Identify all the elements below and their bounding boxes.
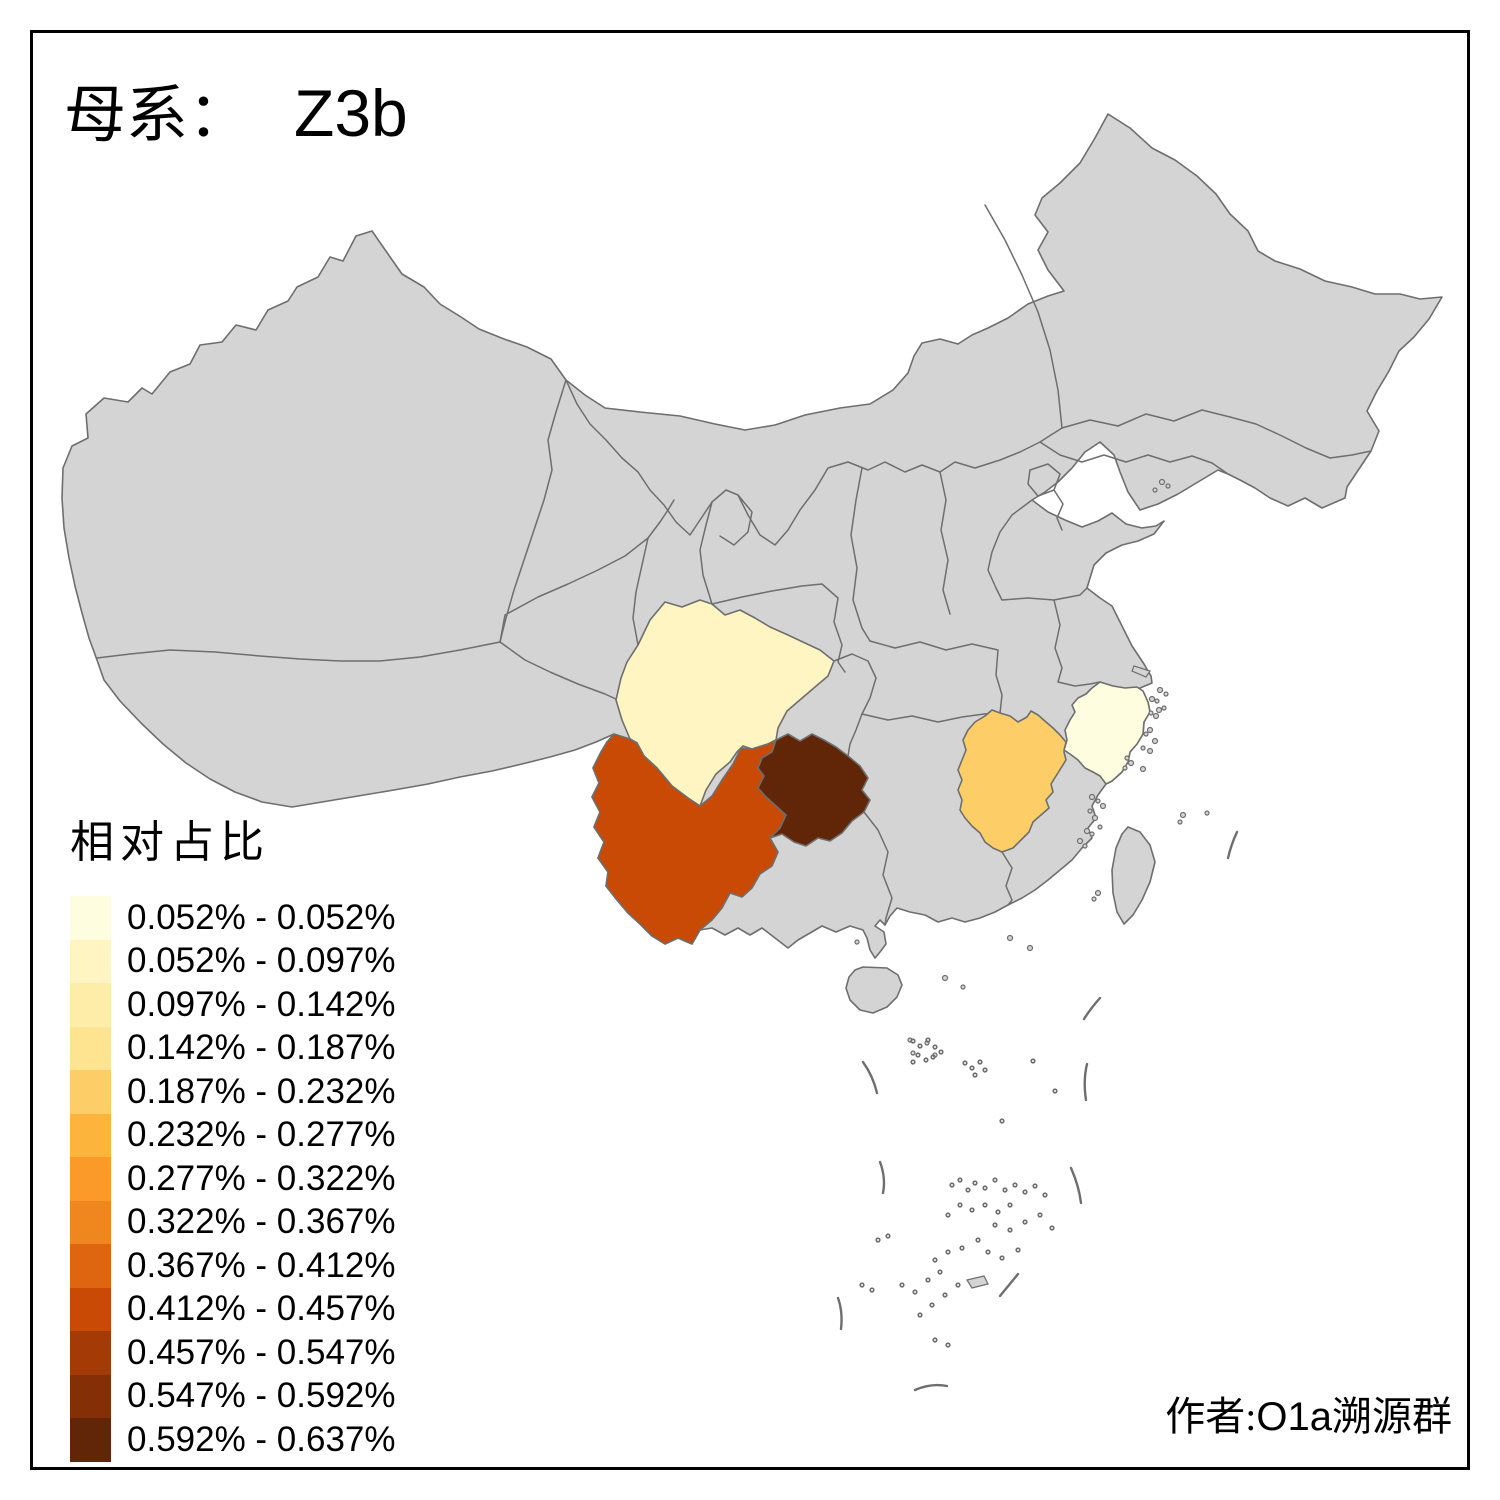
- border-ningxia: [719, 494, 753, 546]
- border-tianjin: [1053, 489, 1064, 531]
- coastal-islands: [854, 478, 1210, 1058]
- legend-swatch: [70, 939, 111, 983]
- legend-item: 0.097% - 0.142%: [70, 983, 396, 1027]
- legend-swatch: [70, 983, 111, 1027]
- legend-item: 0.412% - 0.457%: [70, 1287, 396, 1331]
- border-gansu-ningxia: [699, 501, 713, 605]
- province-jiangxi: [957, 709, 1067, 853]
- legend-rows: 0.052% - 0.052% 0.052% - 0.097% 0.097% -…: [70, 896, 396, 1462]
- legend-swatch: [70, 1374, 111, 1418]
- legend-swatch: [70, 1113, 111, 1157]
- border-shanxi-hebei: [939, 471, 951, 615]
- legend-item: 0.187% - 0.232%: [70, 1070, 396, 1114]
- legend: 相对占比 0.052% - 0.052% 0.052% - 0.097% 0.0…: [70, 806, 396, 1462]
- legend-swatch: [70, 1331, 111, 1375]
- author-prefix: 作者:: [1165, 1394, 1257, 1439]
- province-borders: [96, 204, 1372, 926]
- south-china-sea-islet: [966, 1275, 989, 1289]
- border-jilin-liaoning: [1039, 441, 1229, 475]
- legend-item: 0.277% - 0.322%: [70, 1157, 396, 1201]
- legend-item: 0.232% - 0.277%: [70, 1113, 396, 1157]
- legend-item: 0.322% - 0.367%: [70, 1200, 396, 1244]
- border-heilongjiang-inner-mongolia: [984, 204, 1063, 429]
- legend-label: 0.187% - 0.232%: [127, 1071, 396, 1111]
- border-qinghai-north: [499, 499, 675, 643]
- province-guizhou: [757, 733, 871, 847]
- border-guangxi-guangdong: [863, 811, 893, 926]
- border-chongqing: [833, 653, 877, 757]
- legend-swatch: [70, 1244, 111, 1288]
- legend-item: 0.592% - 0.637%: [70, 1418, 396, 1462]
- province-yunnan: [591, 733, 787, 945]
- taiwan-island: [1111, 826, 1156, 925]
- legend-label: 0.142% - 0.187%: [127, 1028, 396, 1068]
- author-latin: O1a: [1256, 1395, 1332, 1439]
- border-guangdong-fujian: [1001, 851, 1013, 906]
- border-qinghai-east: [632, 537, 649, 646]
- border-shandong: [987, 499, 1088, 601]
- legend-label: 0.277% - 0.322%: [127, 1158, 396, 1198]
- border-inner-mongolia-south: [565, 379, 1063, 546]
- legend-label: 0.322% - 0.367%: [127, 1202, 396, 1242]
- border-tibet-qinghai: [499, 641, 619, 701]
- border-jiangsu-anhui: [1053, 599, 1101, 687]
- legend-label: 0.457% - 0.547%: [127, 1332, 396, 1372]
- border-tibet-north: [96, 641, 501, 662]
- legend-swatch: [70, 1287, 111, 1331]
- legend-label: 0.232% - 0.277%: [127, 1115, 396, 1155]
- legend-item: 0.052% - 0.052%: [70, 896, 396, 940]
- border-henan: [869, 640, 1003, 714]
- legend-label: 0.052% - 0.097%: [127, 941, 396, 981]
- legend-item: 0.142% - 0.187%: [70, 1026, 396, 1070]
- legend-item: 0.367% - 0.412%: [70, 1244, 396, 1288]
- legend-item: 0.457% - 0.547%: [70, 1331, 396, 1375]
- border-shaanxi-shanxi: [850, 467, 871, 642]
- legend-label: 0.547% - 0.592%: [127, 1376, 396, 1416]
- legend-label: 0.367% - 0.412%: [127, 1245, 396, 1285]
- border-shaanxi-sichuan-hubei: [711, 583, 846, 673]
- legend-item: 0.052% - 0.097%: [70, 939, 396, 983]
- title-haplogroup: Z3b: [294, 76, 408, 150]
- chongming-island: [1131, 665, 1151, 678]
- legend-swatch: [70, 1157, 111, 1201]
- border-hubei-hunan: [861, 712, 1001, 723]
- hainan-island: [845, 966, 903, 1014]
- legend-title: 相对占比: [70, 818, 270, 867]
- legend-label: 0.052% - 0.052%: [127, 897, 396, 937]
- author-group: 溯源群: [1332, 1394, 1452, 1439]
- border-heilongjiang-jilin: [1061, 409, 1372, 459]
- legend-swatch: [70, 1026, 111, 1070]
- page-title: 母系： Z3b: [64, 64, 408, 154]
- legend-swatch: [70, 1200, 111, 1244]
- legend-label: 0.592% - 0.637%: [127, 1419, 396, 1459]
- legend-swatch: [70, 1070, 111, 1114]
- legend-swatch: [70, 1418, 111, 1462]
- legend-label: 0.097% - 0.142%: [127, 984, 396, 1024]
- legend-swatch: [70, 896, 111, 940]
- legend-item: 0.547% - 0.592%: [70, 1374, 396, 1418]
- nine-dash-line: [836, 830, 1239, 1392]
- legend-label: 0.412% - 0.457%: [127, 1289, 396, 1329]
- title-prefix: 母系：: [64, 82, 251, 150]
- author-credit: 作者:O1a溯源群: [1165, 1384, 1452, 1442]
- south-china-sea-islands: [859, 1037, 1058, 1348]
- border-xinjiang-east: [499, 379, 567, 643]
